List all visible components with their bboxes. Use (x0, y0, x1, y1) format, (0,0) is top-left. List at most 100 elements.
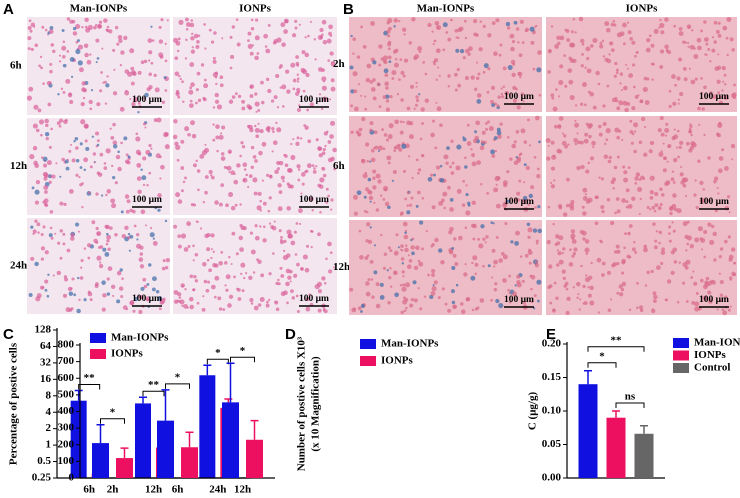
cell (403, 33, 406, 36)
cell (659, 49, 665, 54)
cell (633, 149, 637, 154)
cell (75, 146, 79, 150)
cell (530, 185, 535, 190)
cell (643, 244, 648, 249)
cell (465, 48, 470, 54)
cell (300, 67, 306, 73)
micrograph: 100 μm (546, 220, 737, 316)
cell (585, 46, 591, 52)
cell (80, 258, 84, 263)
cell (295, 222, 299, 225)
cell (508, 292, 511, 295)
cell (229, 54, 235, 60)
cell (717, 53, 720, 56)
cell (621, 281, 627, 287)
cell (369, 200, 372, 203)
cell (455, 48, 460, 53)
cell (732, 92, 737, 97)
cell (559, 35, 565, 41)
cell (654, 192, 659, 197)
cell (604, 57, 609, 62)
cell (186, 306, 189, 309)
cell (668, 104, 672, 108)
cell (276, 37, 282, 43)
cell (515, 129, 520, 134)
cell (84, 52, 89, 58)
cell (654, 203, 659, 208)
cell (278, 229, 282, 233)
cell (379, 282, 384, 287)
cell (145, 224, 148, 227)
cell (464, 156, 467, 160)
y-axis-label: C (μg/g) (527, 392, 539, 431)
cell (250, 27, 255, 31)
cell (577, 293, 580, 296)
cell (670, 270, 675, 275)
cell (689, 145, 694, 151)
cell (522, 100, 525, 103)
scale-label: 100 μm (299, 294, 329, 304)
cell (164, 266, 169, 270)
cell (105, 193, 108, 197)
significance-bracket (230, 356, 255, 363)
cell (189, 62, 195, 67)
significance-label: * (215, 347, 221, 359)
cell (419, 220, 424, 225)
cell (66, 50, 70, 53)
cell (582, 237, 586, 241)
cell (607, 159, 612, 164)
cell (493, 259, 498, 265)
y-tick-label: 2 (46, 422, 52, 434)
cell (255, 18, 259, 22)
cell (89, 165, 93, 169)
cell (46, 160, 52, 166)
cell (439, 178, 445, 183)
cell (138, 295, 141, 298)
cell (190, 36, 195, 41)
cell (464, 165, 468, 169)
cell (631, 247, 636, 252)
cell (64, 277, 69, 282)
cell (147, 59, 151, 62)
cell (290, 240, 296, 246)
cell (715, 29, 720, 34)
error-bar (120, 447, 129, 459)
cell (678, 57, 683, 62)
cell (176, 49, 180, 53)
cell (301, 172, 306, 177)
cell (382, 95, 387, 100)
cell (636, 281, 639, 285)
cell (482, 70, 486, 74)
cell (55, 162, 58, 165)
cell (579, 298, 582, 301)
cell (300, 266, 304, 271)
cell (644, 100, 650, 105)
cell (199, 227, 203, 230)
cell (216, 104, 223, 110)
cell (621, 271, 625, 275)
cell (585, 274, 588, 277)
cell (231, 25, 235, 29)
cell (357, 306, 362, 311)
cell (38, 119, 45, 125)
cell (708, 299, 713, 304)
cell (638, 305, 644, 310)
cell (114, 233, 118, 237)
cell (727, 308, 731, 312)
cell (718, 156, 724, 161)
cell (266, 125, 271, 131)
cell (117, 34, 123, 40)
cell (275, 281, 279, 286)
cell (372, 78, 376, 82)
cell (628, 73, 634, 78)
error-bar (584, 370, 592, 385)
cell (723, 83, 727, 86)
cell (261, 141, 267, 147)
cell (317, 183, 322, 188)
cell (173, 119, 178, 124)
cell (419, 307, 423, 311)
cell (178, 19, 184, 25)
cell (208, 268, 212, 273)
cell (95, 192, 99, 196)
cell (388, 60, 392, 64)
